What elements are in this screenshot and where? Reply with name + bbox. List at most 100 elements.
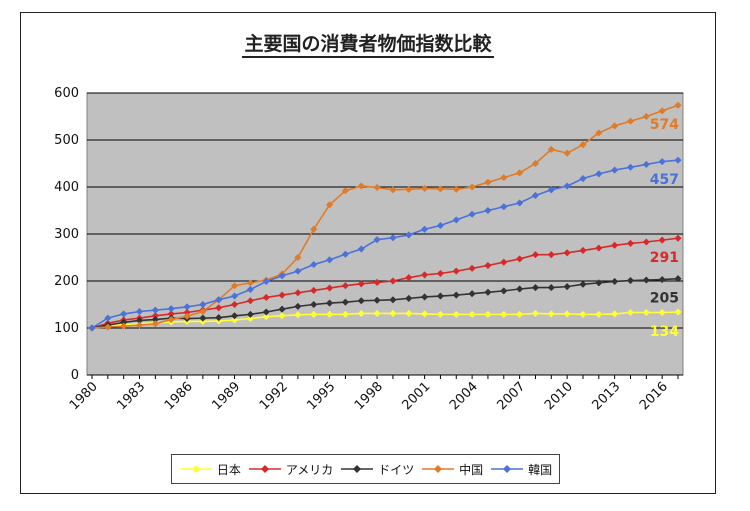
- data-point: [626, 163, 635, 171]
- data-point: [579, 280, 587, 288]
- data-point: [357, 297, 365, 305]
- data-point: [500, 203, 508, 211]
- data-point: [595, 170, 603, 178]
- data-point: [610, 166, 619, 174]
- data-point: [515, 285, 524, 293]
- data-point: [341, 250, 350, 258]
- data-point: [310, 300, 318, 309]
- data-point: [500, 310, 508, 319]
- end-value-label: 134: [650, 324, 679, 340]
- data-point: [167, 305, 175, 313]
- legend-marker: [179, 465, 212, 473]
- data-point: [658, 157, 666, 166]
- legend-label: ドイツ: [378, 462, 415, 477]
- data-point: [674, 274, 682, 283]
- data-point: [215, 296, 223, 304]
- data-point: [436, 292, 445, 300]
- legend-item: 日本: [179, 461, 241, 478]
- data-point: [389, 309, 397, 318]
- data-point: [658, 107, 666, 115]
- data-point: [452, 267, 460, 275]
- data-point: [420, 293, 429, 301]
- x-tick-label: 2004: [447, 379, 481, 413]
- data-point: [484, 178, 492, 186]
- data-point: [135, 321, 144, 329]
- chart-legend: 日本 アメリカ ドイツ 中国 韓国: [171, 454, 560, 484]
- data-point: [531, 309, 540, 318]
- data-point: [373, 296, 381, 304]
- legend-label: 韓国: [528, 462, 553, 477]
- data-point: [610, 122, 619, 130]
- data-point: [674, 101, 682, 109]
- end-value-label: 574: [650, 117, 679, 133]
- x-tick-label: 2010: [542, 379, 576, 413]
- data-point: [547, 283, 555, 292]
- y-tick-label: 500: [54, 133, 79, 148]
- data-point: [278, 291, 286, 299]
- data-point: [658, 236, 666, 244]
- y-tick-label: 100: [54, 321, 79, 336]
- data-point: [120, 310, 128, 318]
- x-tick-label: 1995: [304, 379, 338, 413]
- data-point: [325, 299, 334, 307]
- data-point: [468, 264, 476, 272]
- data-point: [151, 320, 160, 328]
- x-tick-label: 2016: [637, 379, 671, 413]
- data-point: [341, 310, 350, 319]
- data-point: [579, 310, 587, 319]
- data-point: [405, 185, 413, 194]
- data-point: [230, 316, 239, 324]
- data-point: [405, 231, 413, 239]
- data-point: [357, 182, 365, 190]
- y-tick-label: 300: [54, 227, 79, 242]
- data-point: [658, 308, 666, 317]
- data-point: [420, 184, 429, 193]
- data-point: [595, 310, 603, 319]
- data-point: [642, 238, 650, 246]
- data-point: [215, 304, 223, 312]
- data-point: [262, 308, 270, 316]
- data-point: [515, 199, 524, 207]
- end-value-label: 205: [650, 291, 679, 307]
- data-point: [531, 159, 540, 168]
- legend-label: 中国: [459, 462, 484, 477]
- data-point: [452, 185, 460, 194]
- data-point: [262, 313, 270, 321]
- data-point: [262, 293, 270, 302]
- data-point: [500, 258, 508, 266]
- legend-marker: [248, 465, 281, 473]
- data-point: [310, 286, 318, 295]
- data-point: [325, 310, 334, 319]
- data-point: [373, 183, 381, 192]
- data-point: [294, 311, 302, 319]
- data-point: [341, 187, 350, 195]
- data-point: [452, 291, 460, 299]
- legend-item: アメリカ: [248, 461, 333, 478]
- data-point: [626, 239, 635, 248]
- data-point: [468, 310, 476, 319]
- data-point: [310, 225, 318, 233]
- data-point: [294, 289, 302, 297]
- data-point: [167, 315, 175, 324]
- data-point: [294, 253, 302, 262]
- data-point: [230, 300, 239, 309]
- data-point: [278, 272, 286, 280]
- data-point: [357, 309, 365, 318]
- data-point: [246, 314, 255, 323]
- data-point: [357, 245, 365, 253]
- data-point: [405, 294, 413, 303]
- end-value-label: 457: [650, 172, 679, 188]
- data-point: [262, 277, 270, 286]
- data-point: [579, 174, 587, 183]
- data-point: [135, 307, 144, 316]
- data-point: [468, 210, 476, 218]
- x-tick-label: 1992: [257, 379, 291, 413]
- x-tick-label: 1986: [162, 379, 196, 413]
- x-tick-label: 1980: [67, 379, 101, 413]
- data-point: [88, 324, 96, 332]
- data-point: [500, 173, 508, 182]
- data-point: [674, 156, 682, 164]
- x-tick-label: 2013: [589, 379, 623, 413]
- data-point: [325, 256, 334, 264]
- legend-marker: [422, 465, 455, 473]
